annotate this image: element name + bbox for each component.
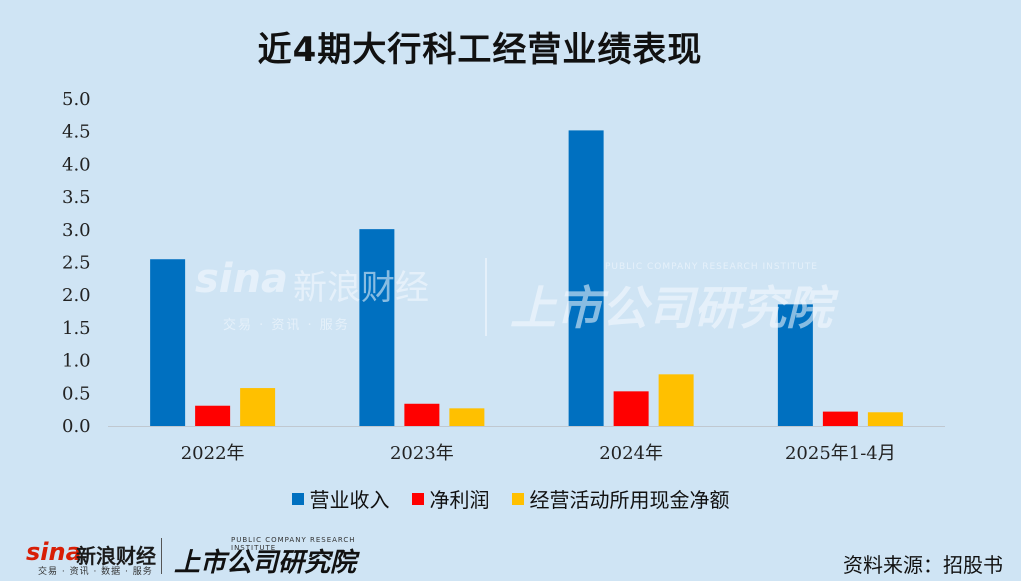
footer-sina-logo: sina	[26, 538, 82, 566]
footer-sina-name: 新浪财经	[76, 544, 156, 568]
y-tick-label: 5.0	[62, 89, 91, 110]
footer-sina-sub: 交易 · 资讯 · 数据 · 服务	[38, 567, 153, 577]
y-tick-label: 2.0	[62, 285, 91, 306]
footer-institute-en: PUBLIC COMPANY RESEARCH INSTITUTE	[231, 536, 356, 552]
legend-swatch-cash-flow	[511, 492, 524, 505]
bar-cash-flow	[240, 388, 276, 426]
y-tick-label: 3.0	[62, 220, 91, 241]
legend-swatch-net-profit	[411, 492, 424, 505]
footer-divider	[161, 538, 162, 574]
y-tick-label: 3.5	[62, 187, 91, 208]
legend-label-net-profit: 净利润	[429, 488, 490, 512]
legend-label-revenue: 营业收入	[309, 488, 390, 512]
y-tick-label: 1.0	[62, 351, 91, 372]
bar-net-profit	[822, 411, 858, 426]
footer-institute: 上市公司研究院	[174, 548, 357, 578]
x-tick-label: 2024年	[599, 443, 663, 464]
chart-legend: 营业收入 净利润 经营活动所用现金净额	[0, 484, 1021, 513]
x-tick-label: 2023年	[390, 443, 454, 464]
bar-chart: 0.0 0.5 1.0 1.5 2.0 2.5 3.0 3.5 4.0 4.5 5.0 2022年 20…	[62, 89, 945, 464]
x-tick-label: 2022年	[181, 443, 245, 464]
legend-item-revenue: 营业收入	[291, 484, 390, 513]
bar-net-profit	[195, 405, 231, 426]
bar-cash-flow	[867, 412, 903, 426]
y-tick-label: 2.5	[62, 253, 91, 274]
y-tick-label: 4.5	[62, 122, 91, 143]
y-tick-label: 0.0	[62, 416, 91, 437]
y-tick-label: 1.5	[62, 318, 91, 339]
bar-revenue	[150, 259, 186, 426]
bar-cash-flow	[658, 374, 694, 426]
bar-revenue	[777, 304, 813, 426]
y-tick-label: 4.0	[62, 154, 91, 175]
data-source: 资料来源：招股书	[843, 553, 1003, 577]
bar-net-profit	[404, 403, 440, 426]
bar-revenue	[568, 130, 604, 426]
legend-swatch-revenue	[291, 492, 304, 505]
y-tick-label: 0.5	[62, 383, 91, 404]
chart-title: 近4期大行科工经营业绩表现	[257, 30, 703, 70]
bar-net-profit	[613, 391, 649, 426]
bar-cash-flow	[449, 408, 485, 426]
legend-label-cash-flow: 经营活动所用现金净额	[529, 488, 730, 512]
footer-logo: sina 新浪财经 交易 · 资讯 · 数据 · 服务 PUBLIC COMPA…	[26, 536, 366, 578]
legend-item-cash-flow: 经营活动所用现金净额	[511, 484, 730, 513]
x-tick-label: 2025年1-4月	[785, 443, 896, 464]
legend-item-net-profit: 净利润	[411, 484, 490, 513]
bar-revenue	[359, 229, 395, 426]
